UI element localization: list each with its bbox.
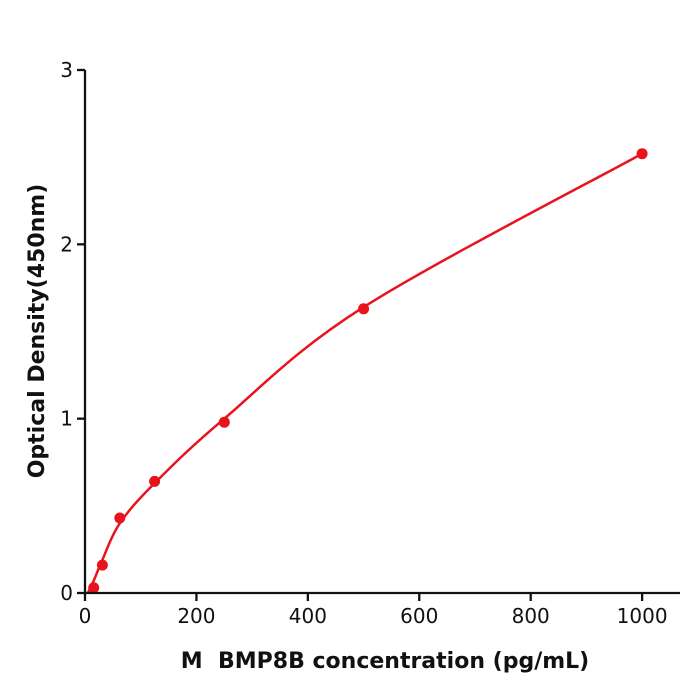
axes-spines xyxy=(83,70,680,595)
x-tick-label: 800 xyxy=(512,604,550,628)
x-axis-label: M BMP8B concentration (pg/mL) xyxy=(180,649,590,674)
data-point xyxy=(358,303,370,315)
x-tick-label: 0 xyxy=(79,604,92,628)
x-tick-label: 1000 xyxy=(617,604,668,628)
data-point xyxy=(88,582,100,594)
y-tick-label: 3 xyxy=(60,58,73,82)
y-tick-label: 0 xyxy=(60,581,73,605)
x-tick-label: 200 xyxy=(177,604,215,628)
data-point xyxy=(218,416,230,428)
y-tick-label: 2 xyxy=(60,232,73,256)
data-point xyxy=(96,559,108,571)
x-tick-label: 600 xyxy=(400,604,438,628)
data-point xyxy=(114,512,126,524)
data-point xyxy=(636,148,648,160)
y-tick-label: 1 xyxy=(60,407,73,431)
y-axis-label: Optical Density(450nm) xyxy=(25,183,50,479)
fit-curve xyxy=(86,152,643,594)
data-point xyxy=(149,475,161,487)
x-tick-label: 400 xyxy=(289,604,327,628)
